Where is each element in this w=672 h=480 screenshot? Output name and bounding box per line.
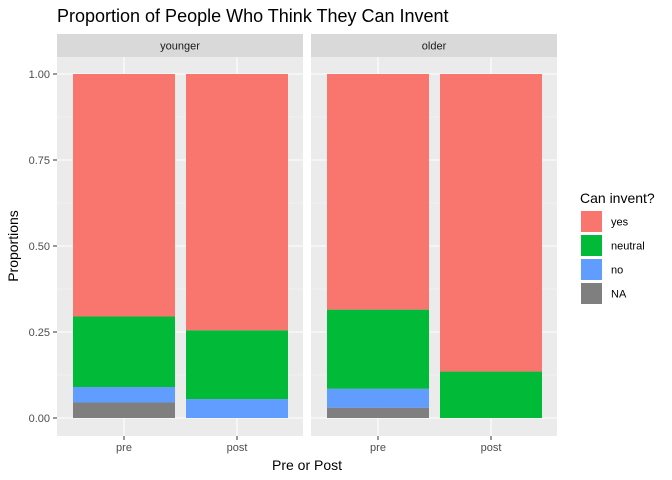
legend-label-no: no [611,265,623,277]
bar-segment-older-post-yes [440,74,542,372]
bar-segment-older-pre-yes [327,74,429,310]
bar-segment-older-pre-NA [327,407,429,418]
bar-segment-younger-pre-NA [73,402,175,418]
facet-panel-younger: younger pre post [57,34,303,454]
legend-label-NA: NA [611,289,627,301]
y-tick-label: 0.25 [29,327,50,339]
x-axis-title: Pre or Post [272,457,342,473]
legend-label-yes: yes [611,217,629,229]
y-tick-label: 0.75 [29,155,50,167]
bar-segment-older-pre-no [327,388,429,408]
y-tick-label: 0.50 [29,241,50,253]
y-axis-title: Proportions [5,210,21,282]
x-tick-label: pre [116,442,132,454]
x-tick-label: pre [370,442,386,454]
legend-swatch-no [581,259,602,280]
facet-strip [57,34,303,57]
bar-segment-younger-pre-neutral [73,316,175,388]
y-axis: 0.00 0.25 0.50 0.75 1.00 [29,69,57,425]
y-tick-label: 1.00 [29,69,50,81]
x-tick-label: post [227,442,248,454]
bar-segment-older-post-neutral [440,371,542,418]
bar-segment-younger-post-neutral [186,330,288,400]
facet-strip-label: younger [160,41,200,53]
chart-title: Proportion of People Who Think They Can … [57,6,449,26]
y-tick-label: 0.00 [29,413,50,425]
bar-segment-older-pre-neutral [327,309,429,389]
legend-swatch-NA [581,283,602,304]
legend-swatch-neutral [581,235,602,256]
bar-segment-younger-post-yes [186,74,288,331]
x-tick-label: post [481,442,502,454]
legend-label-neutral: neutral [611,241,645,253]
facet-strip [311,34,557,57]
bar-segment-younger-pre-yes [73,74,175,317]
facet-strip-label: older [422,41,447,53]
legend: Can invent? yes neutral no NA [580,190,655,304]
legend-swatch-yes [581,211,602,232]
bar-segment-younger-pre-no [73,387,175,403]
facet-panel-older: older pre post [311,34,557,454]
bar-segment-younger-post-no [186,399,288,418]
legend-title: Can invent? [580,190,655,206]
facets: younger pre post older pre post [57,34,557,454]
